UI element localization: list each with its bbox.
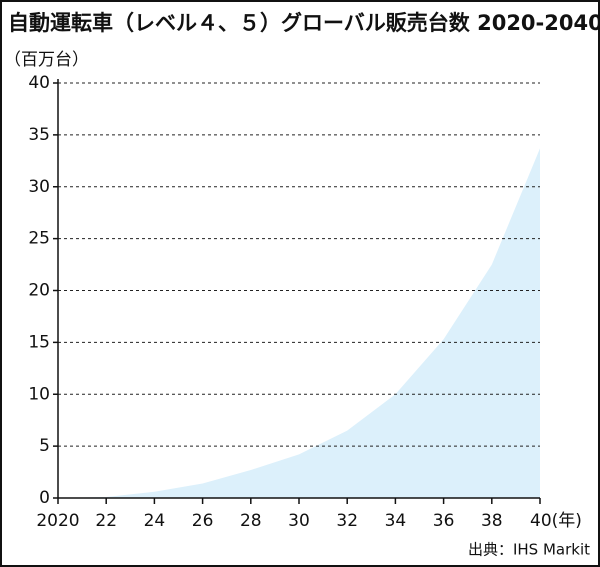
- y-tick-label: 25: [28, 229, 50, 249]
- y-tick-label: 40: [28, 73, 50, 93]
- y-tick-label: 10: [28, 384, 50, 404]
- x-tick-label: 28: [240, 511, 262, 531]
- x-tick-label: 2020: [36, 511, 79, 531]
- y-tick-label: 15: [28, 332, 50, 352]
- y-tick-label: 20: [28, 281, 50, 301]
- source: 出典：IHS Markit: [468, 541, 590, 559]
- y-tick-label: 30: [28, 177, 50, 197]
- x-tick-label: 34: [385, 511, 407, 531]
- x-tick-label: 26: [192, 511, 214, 531]
- y-axis-label: （百万台）: [4, 50, 89, 70]
- x-tick-label: 24: [144, 511, 166, 531]
- x-tick-label: 36: [433, 511, 455, 531]
- y-tick-label: 35: [28, 125, 50, 145]
- y-tick-label: 0: [39, 488, 50, 508]
- x-tick-label: 38: [481, 511, 503, 531]
- area: [58, 148, 540, 499]
- x-tick-label: 30: [288, 511, 310, 531]
- x-tick-label: 22: [95, 511, 117, 531]
- chart-title: 自動運転車（レベル４、５）グローバル販売台数 2020-2040: [8, 11, 600, 35]
- x-tick-label: 40(年): [530, 511, 582, 531]
- y-tick-label: 5: [39, 436, 50, 456]
- x-tick-label: 32: [336, 511, 358, 531]
